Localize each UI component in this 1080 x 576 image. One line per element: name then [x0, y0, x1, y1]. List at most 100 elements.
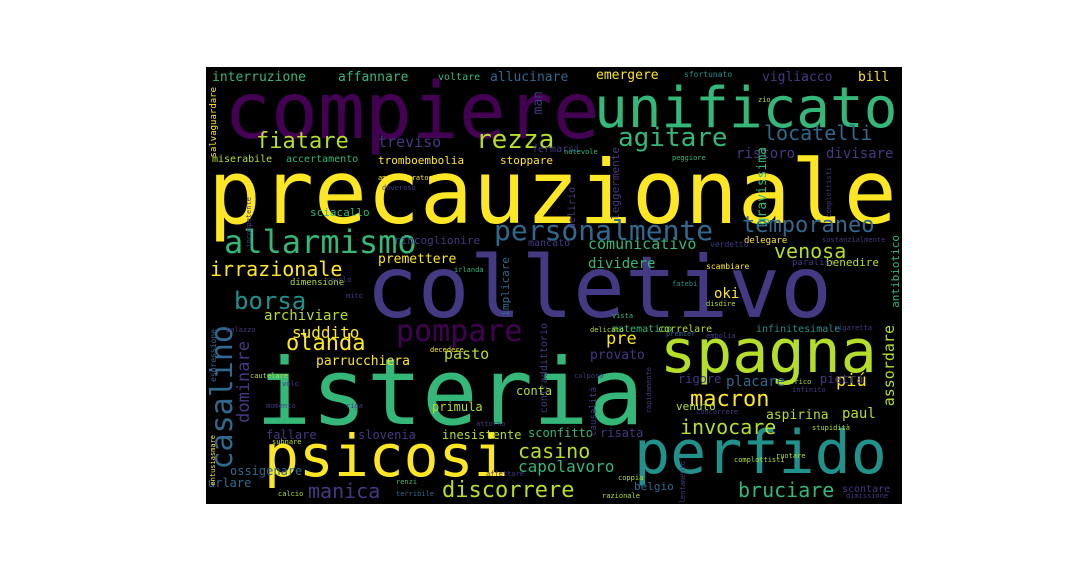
word: dimissione — [846, 492, 889, 500]
word: ossigenare — [230, 464, 303, 478]
word: psicosi — [264, 422, 509, 490]
word: perfido — [634, 418, 887, 488]
word: miserabile — [212, 154, 273, 165]
word: allarmismo — [224, 223, 417, 261]
word: coppia — [618, 474, 644, 482]
word: sigaretta — [834, 324, 872, 332]
word: olanda — [286, 331, 366, 356]
word: correlare — [658, 324, 713, 335]
word: isteria — [256, 339, 644, 446]
word: matematico — [612, 324, 673, 335]
word: ruotare — [776, 452, 806, 460]
word: precauzionale — [208, 141, 897, 244]
word: renzi — [396, 478, 418, 486]
word: colposo — [574, 372, 604, 380]
word: verdetto — [710, 240, 749, 249]
word: entusiasmare — [209, 435, 217, 486]
word: archiviare — [264, 308, 349, 324]
word: complottisti — [825, 167, 833, 218]
word: stoppare — [500, 154, 553, 167]
word: vista — [612, 312, 634, 320]
word: colletivo — [366, 238, 832, 338]
word-cloud: compiere unificato precauzionale colleti… — [206, 67, 902, 504]
word: bruciare — [738, 478, 835, 502]
word: zio — [758, 96, 771, 104]
word: assordare — [880, 325, 898, 407]
word: aspirina — [766, 408, 829, 423]
word: concorrere — [696, 408, 739, 416]
word: razionale — [602, 492, 640, 500]
word: mito — [346, 292, 363, 300]
word: rezza — [476, 125, 555, 155]
word: macron — [690, 387, 770, 412]
word: momento — [266, 402, 296, 410]
word: treviso — [378, 133, 442, 151]
word: cautelare — [250, 372, 288, 380]
word: espressione — [209, 329, 218, 382]
word: incompetente — [245, 197, 253, 248]
word: rigore — [678, 372, 722, 386]
word: africo — [786, 378, 812, 386]
word: complottisti — [734, 456, 785, 464]
word: venosa — [774, 239, 847, 263]
word: dividere — [588, 256, 656, 272]
word: spagna — [660, 317, 877, 387]
word: compiere — [224, 67, 600, 157]
word: capolavoro — [518, 457, 615, 476]
word: notevole — [564, 148, 598, 156]
word: scontare — [842, 484, 891, 495]
word: ristoro — [736, 146, 796, 162]
word: delirio — [567, 187, 578, 230]
word: sciacallo — [310, 206, 370, 219]
word: voltare — [438, 72, 481, 83]
word: infinitesimale — [756, 324, 841, 335]
word: interruzione — [212, 70, 306, 85]
word: contraddittorio — [539, 323, 550, 414]
word: rincoglionire — [394, 234, 481, 247]
word: vigliacco — [762, 70, 833, 85]
word: borsa — [234, 287, 307, 315]
word: amministratore — [378, 174, 438, 182]
word: conta — [516, 384, 553, 398]
word: paul — [842, 406, 876, 422]
word: accertamento — [286, 154, 359, 165]
word: dimensione — [290, 278, 345, 288]
word: irrazionale — [210, 257, 343, 281]
word: implicare — [499, 257, 512, 317]
word: palazzo — [226, 326, 256, 334]
word: rallentamento — [679, 461, 687, 504]
word: man — [531, 91, 546, 115]
word: terribile — [396, 490, 434, 498]
word: paralisi — [792, 258, 836, 268]
word: benedire — [826, 256, 879, 269]
word: discorrere — [442, 478, 575, 503]
word: pre — [606, 329, 637, 349]
word: slovenia — [358, 428, 416, 442]
word: inesistente — [442, 428, 522, 442]
word: sconfitto — [528, 426, 594, 440]
word: tromboembolia — [378, 154, 465, 167]
word: invocare — [680, 415, 777, 439]
word: personalmente — [494, 214, 714, 247]
word: irlanda — [454, 266, 484, 274]
word: manica — [308, 479, 381, 503]
word: primula — [432, 400, 483, 414]
word: belgio — [634, 480, 674, 493]
word: decedere — [430, 346, 464, 354]
word: delegare — [744, 236, 788, 246]
word: allucinare — [490, 70, 569, 85]
word: volo — [282, 380, 299, 388]
word: salvaguardare — [209, 87, 219, 158]
word: fatebi — [672, 280, 698, 288]
word: pasto — [444, 345, 490, 363]
word: peggiore — [672, 154, 706, 162]
word: agitare — [618, 123, 728, 153]
word: affannare — [338, 70, 409, 85]
word: infinito — [792, 386, 826, 394]
word: rapidamente — [645, 367, 653, 414]
word: fiatare — [256, 129, 349, 154]
word: piú — [836, 371, 867, 391]
word: risata — [600, 426, 644, 440]
word: emergere — [596, 68, 659, 83]
word: provato — [590, 348, 645, 363]
